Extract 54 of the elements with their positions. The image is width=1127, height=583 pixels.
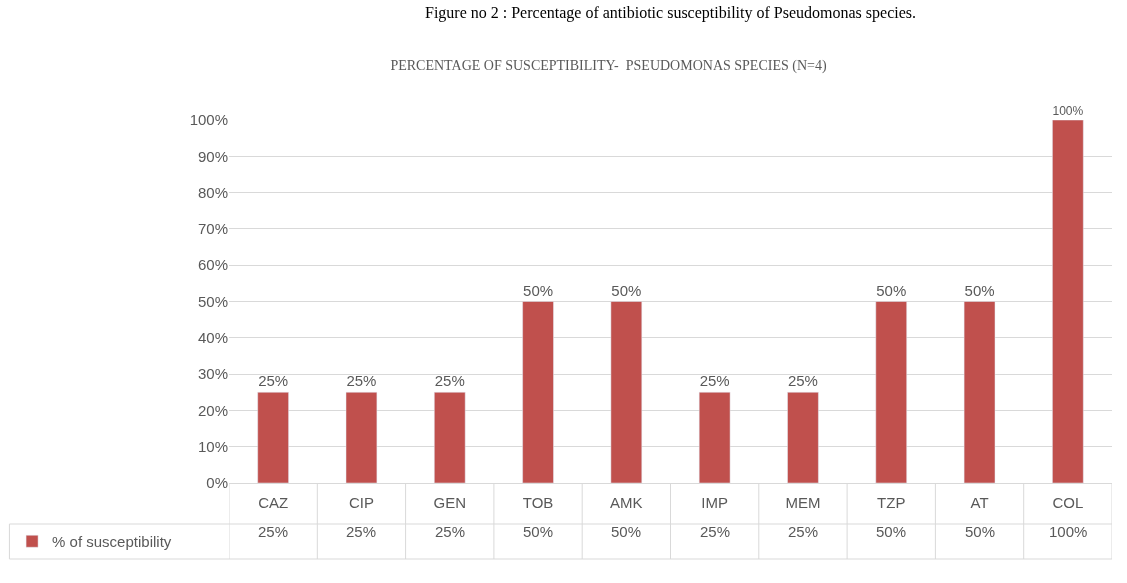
bar — [875, 301, 907, 483]
bar — [610, 301, 643, 483]
y-tick-label: 70% — [197, 220, 228, 238]
bar — [1052, 120, 1084, 483]
legend-label: % of susceptibility — [52, 533, 172, 551]
y-tick-label: 60% — [197, 256, 228, 274]
x-tick-label: AMK — [610, 494, 643, 511]
text: 50% — [876, 281, 907, 299]
data-label: 50% — [523, 523, 554, 540]
text: 50% — [964, 281, 995, 299]
chart-title: PERCENTAGE OF SUSCEPTIBILITY- PSEUDOMONAS SPECIES (N=4) — [390, 57, 827, 74]
bar — [345, 392, 378, 483]
text: 25% — [787, 372, 818, 390]
y-tick-label: 0% — [206, 474, 228, 492]
data-label: 50% — [965, 523, 996, 540]
y-tick-label: 50% — [197, 292, 228, 310]
text: 25% — [699, 372, 730, 390]
y-tick-label: 10% — [197, 437, 228, 455]
data-label: 100% — [1049, 523, 1088, 540]
x-tick-label: MEM — [785, 494, 821, 511]
y-tick-label: 30% — [197, 365, 228, 383]
text: 100% — [1052, 103, 1084, 118]
text: 25% — [258, 372, 289, 390]
text: 25% — [346, 372, 377, 390]
x-tick-label: TZP — [877, 494, 906, 511]
data-label: 25% — [788, 523, 819, 540]
bar — [963, 301, 996, 483]
data-label: 50% — [611, 523, 642, 540]
bar — [257, 392, 289, 483]
text: 50% — [611, 281, 642, 299]
y-tick-label: 20% — [197, 401, 228, 419]
y-tick-label: 40% — [197, 329, 228, 347]
y-tick-label: 80% — [197, 183, 228, 201]
data-label: 25% — [435, 523, 466, 540]
x-tick-label: CIP — [348, 494, 374, 511]
data-label: 25% — [700, 523, 731, 540]
data-label: 50% — [876, 523, 907, 540]
data-label: 25% — [258, 523, 289, 540]
data-label: 25% — [346, 523, 377, 540]
bar — [434, 392, 466, 483]
y-tick-label: 90% — [197, 147, 228, 165]
x-tick-label: CAZ — [258, 494, 289, 511]
x-tick-label: AT — [970, 494, 989, 511]
text: 50% — [523, 281, 554, 299]
text: 25% — [434, 372, 465, 390]
x-tick-label: GEN — [433, 494, 467, 511]
bar — [522, 301, 554, 483]
y-tick-label: 100% — [189, 111, 228, 129]
x-tick-label: IMP — [701, 494, 728, 511]
bar — [787, 392, 819, 483]
bar — [698, 392, 731, 483]
x-tick-label: TOB — [522, 494, 554, 511]
x-tick-label: COL — [1052, 494, 1084, 511]
text: Figure no 2 : Percentage of antibiotic susceptibility of Pseudomonas species. — [425, 4, 917, 22]
